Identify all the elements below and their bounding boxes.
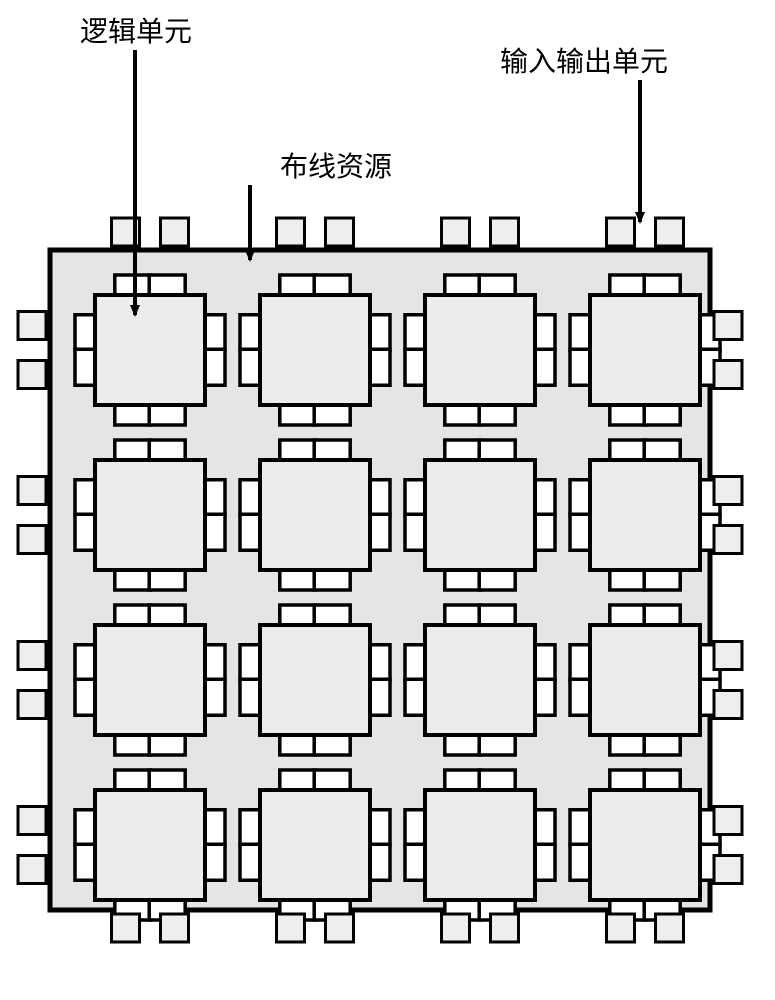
logic-cell (590, 295, 700, 405)
logic-cell (590, 460, 700, 570)
io-pad (607, 218, 635, 246)
io-pad (714, 477, 742, 505)
io-pad (18, 642, 46, 670)
io-pad (326, 914, 354, 942)
label-io-unit: 输入输出单元 (500, 40, 668, 80)
fpga-architecture-diagram: 逻辑单元 输入输出单元 布线资源 (0, 0, 775, 1000)
io-pad (18, 691, 46, 719)
io-pad (714, 807, 742, 835)
io-pad (491, 218, 519, 246)
logic-cell (425, 295, 535, 405)
logic-cell (260, 295, 370, 405)
io-pad (18, 807, 46, 835)
io-pad (714, 691, 742, 719)
io-pad (607, 914, 635, 942)
io-pad (656, 914, 684, 942)
label-routing-resource: 布线资源 (280, 145, 392, 185)
label-logic-unit: 逻辑单元 (80, 10, 192, 50)
io-pad (656, 218, 684, 246)
io-pad (18, 477, 46, 505)
logic-cell (260, 460, 370, 570)
logic-cell (95, 790, 205, 900)
io-pad (714, 856, 742, 884)
logic-cell (95, 460, 205, 570)
io-pad (112, 914, 140, 942)
io-pad (18, 312, 46, 340)
io-pad (18, 526, 46, 554)
logic-cell (590, 625, 700, 735)
io-pad (714, 312, 742, 340)
logic-cell (95, 295, 205, 405)
io-pad (714, 361, 742, 389)
logic-cell (425, 460, 535, 570)
logic-cell (95, 625, 205, 735)
io-pad (714, 526, 742, 554)
io-pad (277, 914, 305, 942)
io-pad (18, 856, 46, 884)
logic-cell (425, 790, 535, 900)
io-pad (326, 218, 354, 246)
io-pad (277, 218, 305, 246)
io-pad (161, 218, 189, 246)
logic-cell (260, 790, 370, 900)
io-pad (714, 642, 742, 670)
logic-cell (425, 625, 535, 735)
io-pad (491, 914, 519, 942)
io-pad (442, 218, 470, 246)
logic-cell (260, 625, 370, 735)
logic-cell (590, 790, 700, 900)
io-pad (18, 361, 46, 389)
io-pad (161, 914, 189, 942)
io-pad (442, 914, 470, 942)
